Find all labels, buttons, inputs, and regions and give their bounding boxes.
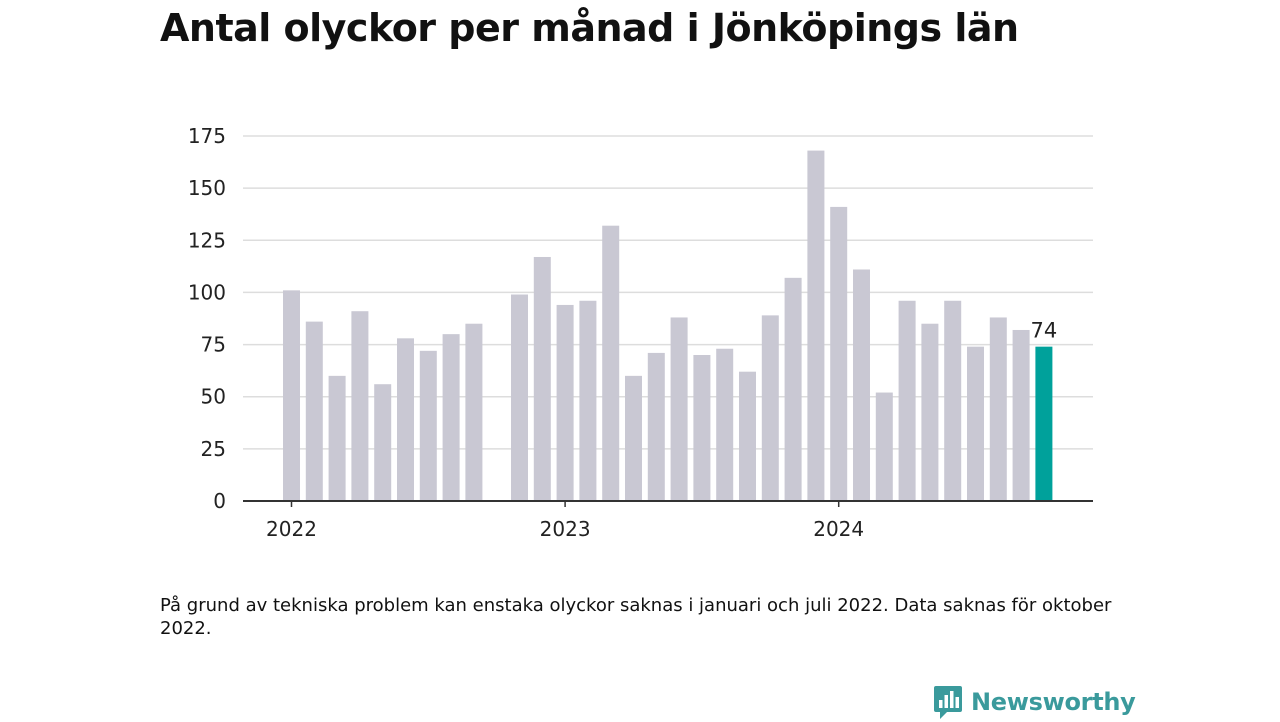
bar-2022-01[interactable] <box>283 290 300 501</box>
bar-2023-07[interactable] <box>693 355 711 501</box>
brand-name: Newsworthy <box>971 688 1136 716</box>
bar-2024-09[interactable] <box>1012 329 1030 501</box>
chart-title: Antal olyckor per månad i Jönköpings län <box>160 6 1019 50</box>
bar-2023-05[interactable] <box>647 352 665 501</box>
bar-2024-10[interactable] <box>1035 346 1053 501</box>
bar-chart: 0 25 50 75 100 125 150 175 2022 2023 2024 74 <box>188 124 1093 541</box>
data-labels: 74 <box>1031 319 1058 343</box>
x-tick-label: 2022 <box>266 517 317 541</box>
bar-2024-06[interactable] <box>944 300 962 501</box>
x-axis-ticks: 2022 2023 2024 <box>266 501 864 541</box>
bars <box>283 150 1053 501</box>
bar-2023-08[interactable] <box>716 348 734 501</box>
bar-2023-01[interactable] <box>556 304 574 501</box>
y-tick-label: 25 <box>201 437 226 461</box>
bar-2022-04[interactable] <box>351 311 369 501</box>
bar-2024-05[interactable] <box>921 323 939 501</box>
bar-2022-03[interactable] <box>328 375 346 501</box>
bar-2022-08[interactable] <box>442 334 460 501</box>
bar-2022-09[interactable] <box>465 323 483 501</box>
y-tick-label: 50 <box>201 385 226 409</box>
bar-2022-07[interactable] <box>419 350 437 501</box>
bar-2023-04[interactable] <box>625 375 642 501</box>
bar-2022-06[interactable] <box>397 338 414 501</box>
brand-logo[interactable]: Newsworthy <box>933 682 1136 722</box>
bar-2022-12[interactable] <box>533 256 551 501</box>
bar-2023-06[interactable] <box>670 317 688 501</box>
bar-2023-03[interactable] <box>602 225 620 501</box>
bar-2023-09[interactable] <box>739 371 756 501</box>
latest-value-label: 74 <box>1031 319 1058 343</box>
bar-2024-01[interactable] <box>830 206 848 501</box>
gridlines <box>243 135 1093 450</box>
bar-2022-11[interactable] <box>511 294 528 501</box>
bar-2024-08[interactable] <box>989 317 1007 501</box>
bar-2023-10[interactable] <box>761 315 779 501</box>
bar-2024-07[interactable] <box>967 346 984 501</box>
newsworthy-logo-icon <box>934 686 962 719</box>
y-tick-label: 150 <box>188 176 226 200</box>
y-tick-label: 100 <box>188 280 226 304</box>
y-tick-label: 125 <box>188 228 226 252</box>
bar-2024-04[interactable] <box>898 300 916 501</box>
y-tick-label: 75 <box>201 333 226 357</box>
y-tick-label: 175 <box>188 124 226 148</box>
bar-2023-02[interactable] <box>579 300 597 501</box>
x-tick-label: 2023 <box>540 517 591 541</box>
y-axis-tick-labels: 0 25 50 75 100 125 150 175 <box>188 124 226 513</box>
bar-2024-02[interactable] <box>853 269 870 501</box>
bar-2023-12[interactable] <box>807 150 825 501</box>
footnote: På grund av tekniska problem kan enstaka… <box>160 595 1112 639</box>
bar-2022-05[interactable] <box>374 384 392 501</box>
bar-2022-02[interactable] <box>305 321 323 501</box>
bar-2023-11[interactable] <box>784 277 802 501</box>
y-tick-label: 0 <box>213 489 226 513</box>
bar-2024-03[interactable] <box>875 392 893 501</box>
x-tick-label: 2024 <box>813 517 864 541</box>
